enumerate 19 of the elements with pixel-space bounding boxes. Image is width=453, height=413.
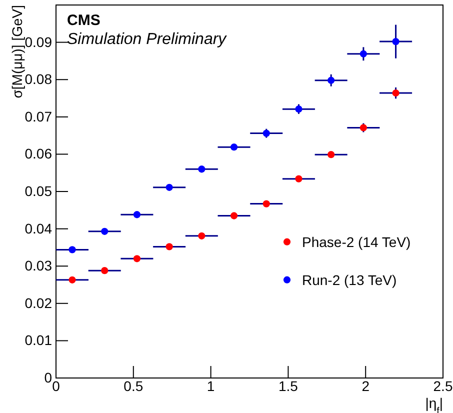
y-tick-label: 0.07 [24, 108, 52, 124]
y-axis-title: σ[M(μμ)] [GeV] [9, 5, 25, 98]
y-tick-label: 0.01 [24, 332, 52, 348]
y-tick-label: 0.04 [24, 220, 52, 236]
annotation: Simulation Preliminary [67, 31, 228, 48]
y-tick-label: 0.08 [24, 71, 52, 88]
x-tick-label: 2 [362, 378, 370, 394]
annotation: CMS [67, 12, 100, 29]
y-tick-label: 0.06 [24, 146, 52, 162]
x-tick-label: 0.5 [124, 378, 144, 394]
x-tick-label: 1 [206, 378, 215, 394]
y-tick-label: 0.02 [24, 294, 52, 311]
y-tick-label: 0.03 [24, 258, 52, 274]
legend-label: Phase-2 (14 TeV) [302, 234, 411, 250]
y-tick-label: 0.09 [24, 34, 52, 50]
y-tick-label: 0.05 [24, 182, 52, 199]
legend-label: Run-2 (13 TeV) [302, 272, 397, 288]
x-tick-label: 1.5 [278, 378, 298, 394]
x-tick-label: 2.5 [433, 378, 453, 394]
